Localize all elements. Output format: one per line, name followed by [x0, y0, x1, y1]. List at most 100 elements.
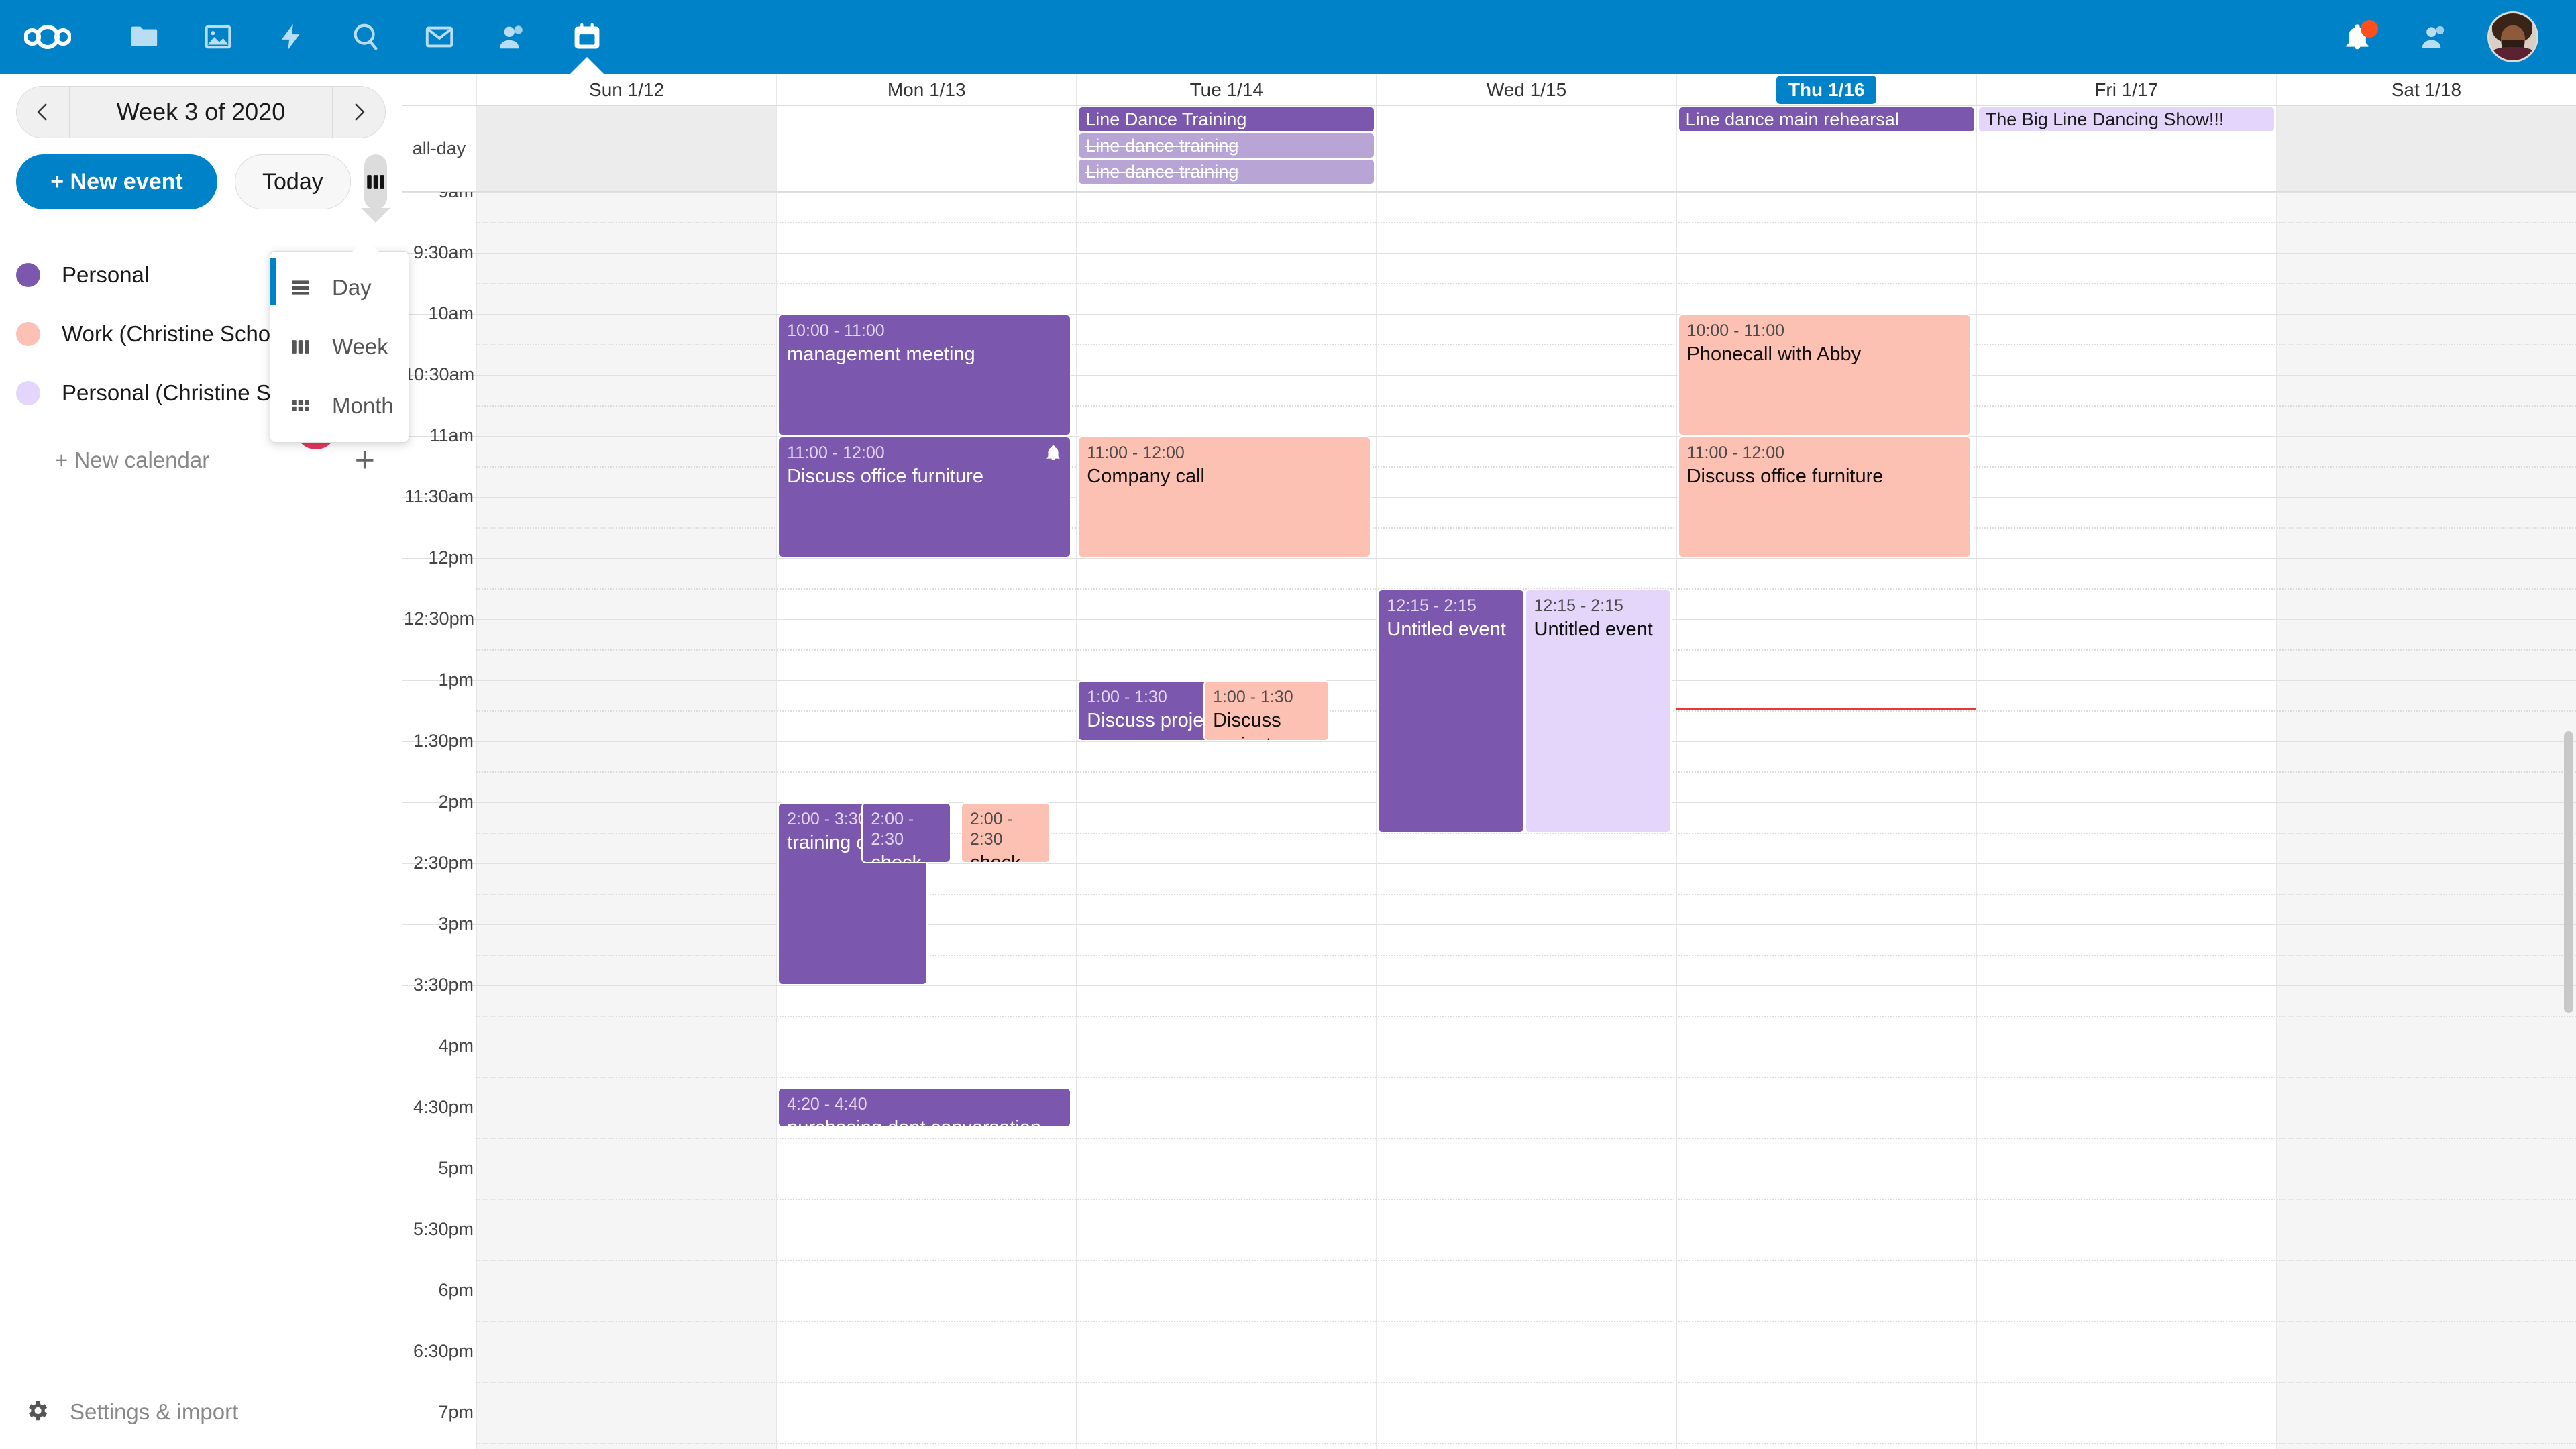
week-view-icon: [289, 335, 327, 358]
search-icon[interactable]: [329, 0, 402, 74]
day-header-tue[interactable]: Tue 1/14: [1076, 74, 1376, 105]
time-label: 5:30pm: [413, 1219, 474, 1239]
time-slot-row: 10:30am: [402, 364, 2576, 436]
top-navigation-bar: [0, 0, 2576, 74]
new-event-button[interactable]: + New event: [16, 154, 217, 209]
time-label: 11:30am: [404, 486, 474, 506]
day-header-sun[interactable]: Sun 1/12: [476, 74, 776, 105]
time-slot-row: 3:30pm: [402, 975, 2576, 1046]
view-dropdown-menu: Day Week: [270, 238, 409, 443]
all-day-cell-tue[interactable]: Line Dance Training Line dance training …: [1076, 106, 1376, 191]
notifications-button[interactable]: [2318, 0, 2396, 74]
event-title: purchasing dept conversation: [787, 1116, 1041, 1128]
calendar-name: Personal: [62, 262, 150, 287]
mail-icon[interactable]: [402, 0, 476, 74]
view-option-day[interactable]: Day: [270, 258, 409, 317]
selected-view-accent: [270, 258, 276, 305]
alarm-bell-icon: [1044, 444, 1062, 465]
day-header-row: Sun 1/12 Mon 1/13 Tue 1/14 Wed 1/15 Thu …: [402, 74, 2576, 106]
calendar-event[interactable]: 11:00 - 12:00 Company call: [1077, 436, 1372, 558]
calendar-event[interactable]: 12:15 - 2:15 Untitled event: [1524, 588, 1672, 833]
column-divider: [1376, 192, 1377, 1449]
time-slot-row: 11:30am: [402, 486, 2576, 558]
avatar[interactable]: [2487, 11, 2538, 62]
time-label: 10am: [428, 303, 474, 323]
time-slot-row: 2:30pm: [402, 853, 2576, 924]
all-day-event[interactable]: Line Dance Training: [1079, 107, 1375, 131]
day-header-thu[interactable]: Thu 1/16: [1676, 74, 1976, 105]
vertical-scrollbar[interactable]: [2564, 731, 2573, 1013]
previous-week-button[interactable]: [17, 87, 69, 138]
event-title: Phonecall with Abby: [1686, 343, 1862, 365]
all-day-cell-mon[interactable]: [776, 106, 1076, 191]
plus-icon[interactable]: +: [354, 441, 375, 480]
weekend-column-shading: [476, 192, 777, 1449]
all-day-cell-fri[interactable]: The Big Line Dancing Show!!!: [1976, 106, 2276, 191]
event-title: check-in: [871, 852, 928, 863]
calendar-event[interactable]: 10:00 - 11:00 Phonecall with Abby: [1677, 314, 1972, 436]
all-day-cell-sun[interactable]: [476, 106, 777, 191]
event-time: 2:00 - 3:30: [787, 810, 867, 828]
event-time: 2:00 - 2:30: [969, 810, 1013, 849]
calendar-event[interactable]: 12:15 - 2:15 Untitled event: [1377, 588, 1525, 833]
column-divider: [1676, 192, 1677, 1449]
day-header-fri[interactable]: Fri 1/17: [1976, 74, 2276, 105]
event-time: 4:20 - 4:40: [787, 1094, 867, 1114]
view-option-week[interactable]: Week: [270, 317, 409, 376]
calendar-event[interactable]: 1:00 - 1:30 Discuss project announcement: [1203, 680, 1330, 741]
activity-icon[interactable]: [255, 0, 329, 74]
calendar-event[interactable]: 10:00 - 11:00 management meeting: [777, 314, 1072, 436]
view-option-week-label: Week: [332, 334, 388, 359]
new-calendar-button[interactable]: + New calendar +: [0, 431, 402, 490]
all-day-event[interactable]: The Big Line Dancing Show!!!: [1978, 107, 2274, 131]
calendar-item-work[interactable]: Work (Christine Schott): [0, 305, 402, 364]
calendar-icon[interactable]: [550, 0, 624, 74]
all-day-event[interactable]: Line dance training: [1079, 160, 1375, 184]
all-day-event[interactable]: Line dance training: [1079, 133, 1375, 158]
time-slot-row: 5pm: [402, 1158, 2576, 1230]
nextcloud-logo[interactable]: [0, 0, 107, 74]
contacts-menu-button[interactable]: [2396, 0, 2474, 74]
all-day-cell-thu[interactable]: Line dance main rehearsal: [1676, 106, 1976, 191]
contacts-icon[interactable]: [476, 0, 550, 74]
calendar-event[interactable]: 4:20 - 4:40 purchasing dept conversation: [777, 1087, 1072, 1128]
view-toggle-button[interactable]: [360, 154, 390, 223]
sidebar-actions: + New event Today: [16, 154, 390, 223]
current-period-label: Week 3 of 2020: [69, 87, 333, 138]
event-title: Company call: [1087, 466, 1205, 487]
time-slot-row: 9:30am: [402, 242, 2576, 314]
calendar-color-dot: [16, 263, 40, 287]
calendar-event[interactable]: 2:00 - 2:30 check-in: [861, 802, 952, 863]
calendar-event[interactable]: 11:00 - 12:00 Discuss office furniture: [777, 436, 1072, 558]
event-time: 11:00 - 12:00: [1087, 443, 1185, 462]
sidebar: Week 3 of 2020 + New event Today: [0, 74, 409, 1449]
calendar-color-dot: [16, 381, 40, 405]
photos-icon[interactable]: [181, 0, 255, 74]
day-header-mon[interactable]: Mon 1/13: [776, 74, 1076, 105]
settings-and-import-button[interactable]: Settings & import: [0, 1375, 402, 1449]
all-day-cell-wed[interactable]: [1376, 106, 1676, 191]
files-icon[interactable]: [107, 0, 181, 74]
event-title: check-in: [969, 852, 1028, 863]
next-week-button[interactable]: [333, 87, 385, 138]
time-slot-row: 12pm: [402, 547, 2576, 619]
time-slot-row: 11am: [402, 425, 2576, 497]
time-grid[interactable]: 9am 9:30am 10am 10:30am 11am 11:30am 12pm 12:30…: [402, 192, 2576, 1449]
calendar-item-personal[interactable]: Personal: [0, 246, 402, 305]
view-option-month[interactable]: Month: [270, 376, 409, 435]
today-button[interactable]: Today: [235, 154, 351, 209]
top-right-controls: [2318, 0, 2576, 74]
all-day-event[interactable]: Line dance main rehearsal: [1678, 107, 1974, 131]
settings-label: Settings & import: [70, 1399, 239, 1424]
time-label: 4:30pm: [413, 1097, 474, 1117]
day-header-wed[interactable]: Wed 1/15: [1376, 74, 1676, 105]
event-title: management meeting: [787, 343, 975, 365]
calendar-event[interactable]: 11:00 - 12:00 Discuss office furniture: [1677, 436, 1972, 558]
all-day-cell-sat[interactable]: [2275, 106, 2576, 191]
day-header-sat[interactable]: Sat 1/18: [2275, 74, 2576, 105]
calendar-event[interactable]: 2:00 - 2:30 check-in: [960, 802, 1051, 863]
time-slot-row: 6pm: [402, 1280, 2576, 1352]
user-menu-button[interactable]: [2474, 0, 2552, 74]
weekend-column-shading: [2275, 192, 2576, 1449]
time-slot-row: 9am: [402, 192, 2576, 253]
